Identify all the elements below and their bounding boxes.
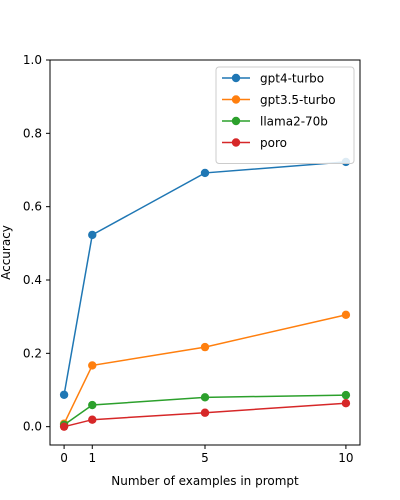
legend-item: poro xyxy=(222,136,287,150)
data-point xyxy=(200,408,210,417)
legend-marker xyxy=(231,73,241,83)
x-tick-label: 5 xyxy=(201,451,209,465)
legend-label: gpt4-turbo xyxy=(260,72,324,86)
data-point xyxy=(341,390,351,400)
y-tick-label: 0.6 xyxy=(23,200,42,214)
series-line xyxy=(63,314,347,425)
legend-item: gpt4-turbo xyxy=(222,72,324,86)
data-point xyxy=(200,168,210,178)
data-point xyxy=(88,361,97,370)
y-tick-label: 1.0 xyxy=(23,53,42,67)
series-llama2-70b xyxy=(59,390,351,430)
data-point xyxy=(200,342,210,352)
y-axis-ticks: 0.0 0.2 0.4 0.6 0.8 1.0 xyxy=(23,53,50,434)
data-point xyxy=(88,415,97,424)
data-point xyxy=(341,310,351,320)
plot-area xyxy=(49,59,361,446)
data-point xyxy=(59,390,69,399)
x-axis-label: Number of examples in prompt xyxy=(111,474,299,488)
x-axis-ticks: 0 1 5 10 xyxy=(60,445,354,465)
data-point xyxy=(200,393,210,402)
y-tick-label: 0.2 xyxy=(23,346,42,360)
x-tick-label: 10 xyxy=(338,451,353,465)
data-point xyxy=(88,400,97,410)
x-tick-label: 0 xyxy=(60,451,68,465)
data-point xyxy=(59,422,69,431)
legend-item: llama2-70b xyxy=(222,115,328,129)
y-axis-label: Accuracy xyxy=(0,225,13,280)
legend-label: gpt3.5-turbo xyxy=(260,93,336,107)
legend-item: gpt3.5-turbo xyxy=(222,93,336,107)
data-point xyxy=(341,399,351,408)
series-poro xyxy=(59,399,351,431)
legend-label: poro xyxy=(260,136,287,150)
series-line xyxy=(63,394,346,426)
legend-marker xyxy=(231,95,241,104)
legend-box xyxy=(215,66,355,164)
y-tick-label: 0.4 xyxy=(23,273,42,287)
legend-label: llama2-70b xyxy=(260,115,328,129)
y-tick-label: 0.8 xyxy=(23,126,42,140)
legend-marker xyxy=(231,116,241,126)
data-point xyxy=(88,230,97,240)
x-tick-label: 1 xyxy=(88,451,96,465)
series-line xyxy=(63,402,346,428)
series-gpt4-turbo xyxy=(59,157,351,399)
series-line xyxy=(63,161,346,395)
legend: gpt4-turbo gpt3.5-turbo llama2-70b poro xyxy=(215,66,355,164)
y-tick-label: 0.0 xyxy=(23,420,42,434)
legend-marker xyxy=(231,138,241,147)
